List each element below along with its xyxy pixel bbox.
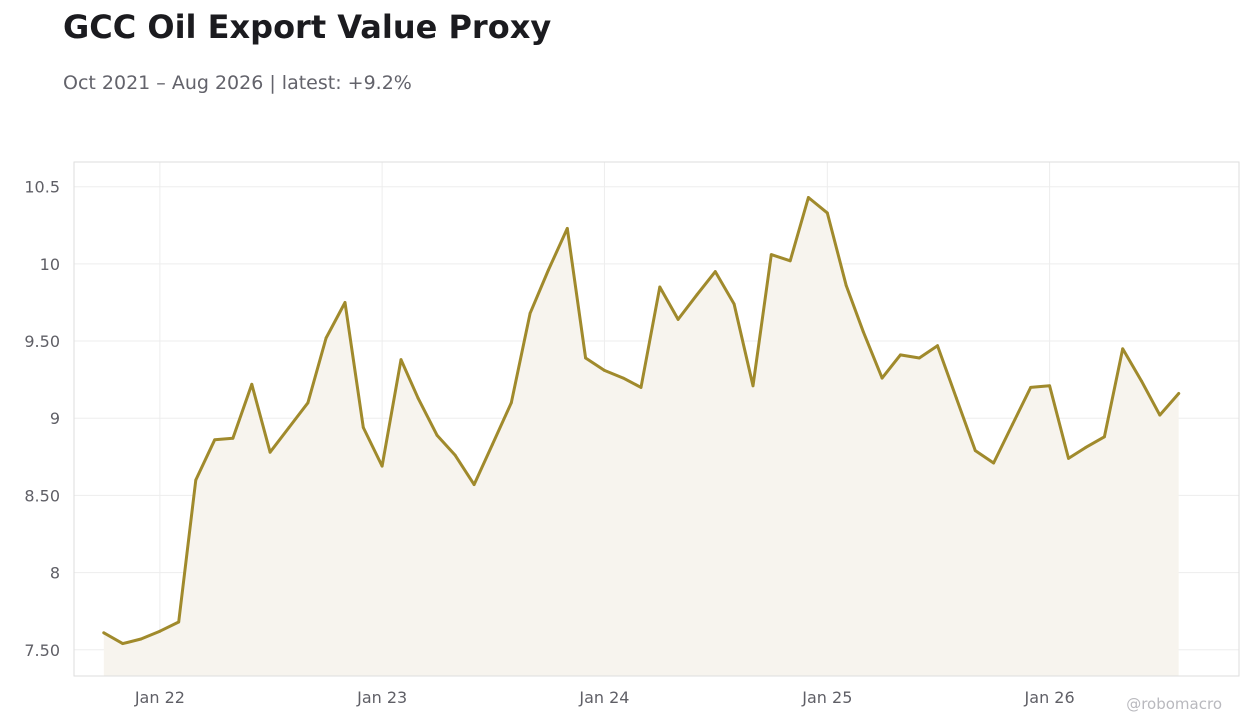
data-point — [825, 211, 829, 215]
data-point — [547, 268, 550, 272]
data-point — [139, 637, 143, 641]
x-tick-label: Jan 22 — [134, 688, 185, 707]
data-point — [306, 401, 310, 405]
data-point — [472, 483, 476, 486]
data-point — [732, 302, 736, 306]
data-point — [1121, 347, 1125, 351]
y-tick-label: 10 — [40, 255, 60, 274]
x-tick-label: Jan 23 — [356, 688, 407, 707]
data-point — [287, 426, 291, 429]
data-point — [435, 433, 439, 437]
data-point — [788, 259, 792, 263]
y-tick-label: 9 — [50, 409, 60, 428]
data-point — [658, 285, 662, 289]
data-point — [936, 344, 939, 348]
plot-border — [73, 161, 1240, 677]
data-point — [639, 386, 643, 389]
data-point — [1067, 457, 1070, 460]
data-point — [491, 443, 494, 446]
data-point — [1158, 413, 1162, 417]
data-point — [621, 376, 625, 380]
data-point — [1084, 446, 1087, 449]
data-point — [102, 631, 106, 635]
area-layer — [103, 197, 1179, 676]
data-point — [992, 461, 995, 465]
data-point — [268, 450, 272, 454]
y-tick-label: 10.5 — [24, 178, 60, 197]
y-tick-label: 7.50 — [24, 641, 60, 660]
y-tick-label: 8 — [50, 564, 60, 583]
data-point — [416, 396, 420, 400]
data-point — [844, 284, 848, 287]
x-tick-label: Jan 26 — [1024, 688, 1075, 707]
series-area — [103, 197, 1179, 676]
data-point — [361, 426, 365, 429]
data-point — [528, 311, 532, 315]
data-point — [751, 384, 755, 388]
watermark: @robomacro — [1126, 695, 1222, 713]
data-point — [603, 369, 606, 372]
y-tick-label: 9.50 — [24, 332, 60, 351]
data-point — [324, 336, 328, 340]
data-point — [695, 293, 699, 297]
data-point — [973, 449, 977, 452]
data-point — [1103, 435, 1106, 439]
data-point — [1029, 386, 1033, 389]
data-point — [899, 353, 902, 357]
data-point — [1140, 379, 1143, 383]
data-point — [880, 376, 884, 380]
data-point — [158, 629, 162, 633]
data-point — [380, 464, 384, 468]
data-point — [453, 453, 457, 457]
data-point — [955, 396, 958, 400]
data-point — [1011, 423, 1014, 426]
chart-subtitle: Oct 2021 – Aug 2026 | latest: +9.2% — [63, 72, 412, 94]
data-point — [917, 356, 921, 360]
data-point — [676, 318, 680, 321]
x-axis-ticks: Jan 22 Jan 23 Jan 24 Jan 25 Jan 26 — [134, 688, 1075, 707]
data-point — [509, 401, 513, 405]
data-point — [121, 642, 125, 645]
data-point — [1048, 384, 1051, 388]
data-point — [250, 382, 254, 386]
line-layer — [102, 196, 1181, 646]
data-point — [177, 620, 181, 624]
data-point — [1177, 392, 1181, 395]
data-point — [565, 227, 569, 230]
data-point — [861, 330, 865, 334]
x-tick-label: Jan 24 — [578, 688, 629, 707]
plot-frame — [73, 161, 1240, 677]
data-point — [231, 436, 235, 440]
data-point — [399, 358, 403, 361]
x-tick-label: Jan 25 — [801, 688, 852, 707]
data-point — [213, 438, 217, 442]
data-point — [807, 196, 810, 199]
data-point — [769, 253, 773, 256]
data-point — [194, 478, 198, 482]
data-point — [713, 270, 717, 273]
y-tick-label: 8.50 — [24, 486, 60, 505]
data-point — [584, 356, 587, 360]
y-axis-ticks: 7.50 8 8.50 9 9.50 10 10.5 — [24, 178, 60, 660]
data-point — [343, 301, 347, 304]
chart-title: GCC Oil Export Value Proxy — [63, 8, 552, 46]
